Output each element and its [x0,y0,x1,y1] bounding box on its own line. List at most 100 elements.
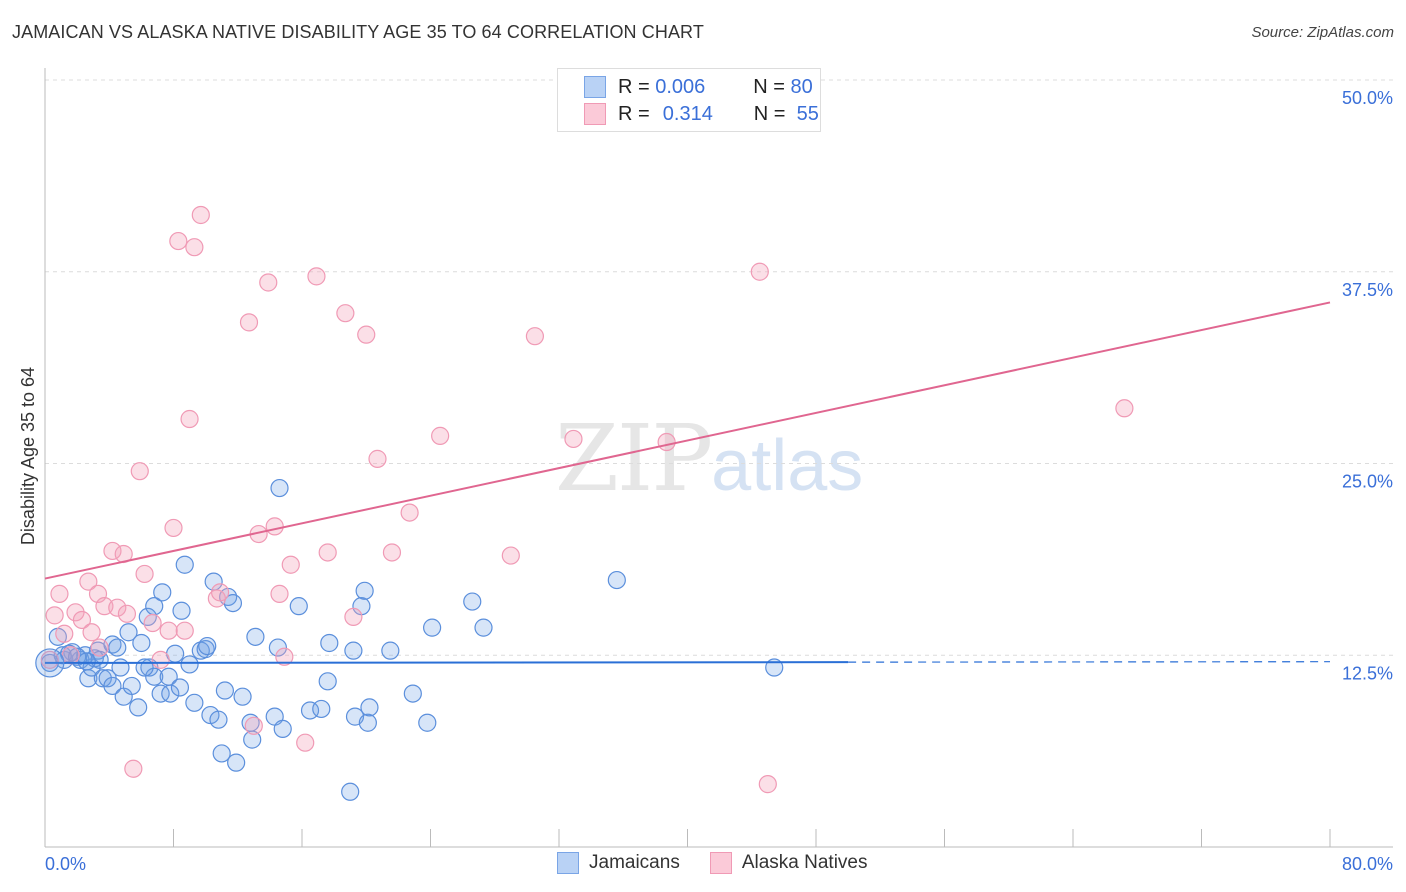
jamaican-point [161,684,180,703]
chart-source: Source: ZipAtlas.com [1251,24,1394,41]
jamaican-point [111,658,130,677]
alaska-native-point [357,325,376,344]
alaska-native-point [281,555,300,574]
alaska-native-point [61,646,80,665]
jamaican-point [77,652,96,671]
jamaican-point [103,676,122,696]
jamaican-point [212,744,231,763]
alaska-native-point [159,621,178,640]
legend-swatch-pink [584,103,606,125]
alaska-native-point [265,517,284,536]
jamaican-point [93,669,112,688]
jamaican-point [135,658,154,677]
jamaican-point [227,753,246,772]
jamaican-point [418,713,437,732]
legend: R = 0.006 N = 80 R = 0.314 N = 55 [557,68,821,132]
alaska-native-point [108,598,127,617]
jamaican-point [289,597,308,616]
jamaican-point [35,648,65,678]
alaska-native-point [259,273,278,292]
jamaican-point [172,601,191,620]
alaska-native-point [270,584,289,603]
jamaican-point [138,607,157,627]
alaska-native-point [210,583,230,602]
legend-n-value: 55 [796,102,819,125]
legend-n-value: 80 [790,75,813,98]
jamaican-point [344,641,363,660]
jamaican-point [175,555,194,574]
alaska-native-point [90,638,109,657]
alaska-native-point [45,606,64,625]
legend-label: Alaska Natives [741,852,868,873]
alaska-native-point [1115,399,1134,418]
legend-label: Jamaicans [589,852,680,873]
alaska-native-point [82,623,101,642]
jamaican-point [215,681,234,700]
alaska-native-point [185,238,204,257]
alaska-native-point [191,205,210,225]
alaska-native-point [431,426,450,445]
jamaican-point [145,667,164,686]
alaska-native-point [368,449,387,468]
jamaican-point [403,684,422,703]
alaska-native-point [400,503,419,522]
alaska-native-point [501,546,520,565]
legend-swatch-blue [557,852,579,874]
jamaican-trendline [44,661,849,664]
jamaican-point [474,618,493,637]
jamaican-point [119,623,138,642]
jamaican-point [180,655,199,674]
legend-swatch-blue [584,76,606,98]
jamaican-point [312,699,331,719]
alaska-native-point [72,610,92,630]
alaska-native-point [750,262,769,281]
alaska-native-point [244,716,263,735]
alaska-native-point [143,613,162,633]
jamaican-point [151,684,170,703]
alaska-native-point [55,624,74,643]
alaska-native-point [151,650,170,669]
alaska-native-point [318,543,337,562]
jamaican-point [341,782,360,801]
alaska-native-point [130,462,149,481]
legend-item-alaska-natives[interactable]: Alaska Natives [709,852,868,874]
alaska-native-point [382,543,402,562]
jamaican-point [381,641,400,660]
alaska-native-point [307,267,326,286]
alaska-native-point [296,733,315,752]
jamaican-point [185,693,204,712]
alaska-native-point [117,604,137,623]
y-tick-label: 50.0% [1342,88,1393,108]
jamaican-point [122,676,141,696]
jamaican-point [765,658,784,677]
y-tick-label: 12.5% [1342,663,1393,683]
alaska-native-point [275,647,294,666]
alaska-native-point [50,584,69,603]
jamaican-point [360,698,379,717]
alaska-native-point [336,304,355,323]
jamaican-point [246,627,265,646]
jamaican-point [132,633,151,653]
alaska-native-point [103,541,122,561]
jamaican-point [196,640,215,659]
alaska-native-point [124,759,143,778]
alaska-native-point [40,650,59,669]
y-axis-label: Disability Age 35 to 64 [18,367,38,545]
y-tick-label: 37.5% [1342,280,1393,300]
jamaican-point [273,719,292,738]
legend-swatch-pink [709,852,732,874]
jamaican-point [423,618,442,637]
jamaican-point [463,592,482,611]
alaska-native-point [135,564,154,584]
alaska-native-point [657,432,676,452]
alaska-native-point [525,327,545,346]
legend-item-jamaicans[interactable]: Jamaicans [557,852,680,874]
jamaican-point [170,678,190,697]
x-tick-label: 80.0% [1342,854,1393,874]
legend-r-value: 0.314 [662,102,713,125]
jamaican-point [607,570,626,590]
jamaican-point [355,581,374,600]
jamaican-point [268,638,288,657]
